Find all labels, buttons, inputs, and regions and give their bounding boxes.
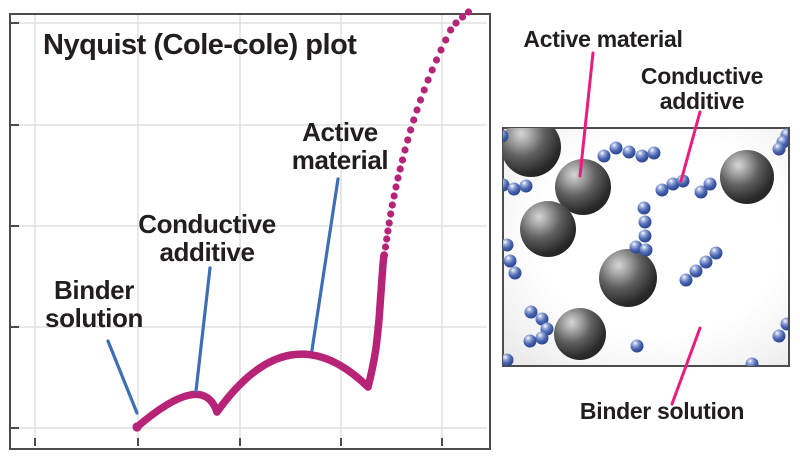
- label-line: Binder: [54, 275, 134, 305]
- label-line: material: [291, 144, 389, 175]
- label-conductive-additive-illustration: Conductive additive: [640, 63, 764, 115]
- label-line: Active material: [523, 26, 683, 52]
- label-binder-solution-plot: Binder solution: [45, 275, 143, 333]
- label-line: Conductive: [138, 209, 276, 239]
- label-line: Active: [302, 117, 378, 147]
- slurry-illustration-box: [502, 127, 790, 367]
- label-line: additive: [159, 236, 255, 267]
- label-line: Binder solution: [579, 398, 745, 424]
- label-active-material-plot: Active material: [291, 117, 389, 175]
- label-conductive-additive-plot: Conductive additive: [138, 209, 276, 267]
- label-line: Conductive: [640, 63, 764, 89]
- plot-title: Nyquist (Cole-cole) plot: [43, 29, 357, 61]
- label-binder-solution-illustration: Binder solution: [579, 398, 745, 424]
- label-line: additive: [659, 88, 745, 115]
- label-line: solution: [45, 302, 143, 333]
- label-active-material-illustration: Active material: [523, 26, 683, 52]
